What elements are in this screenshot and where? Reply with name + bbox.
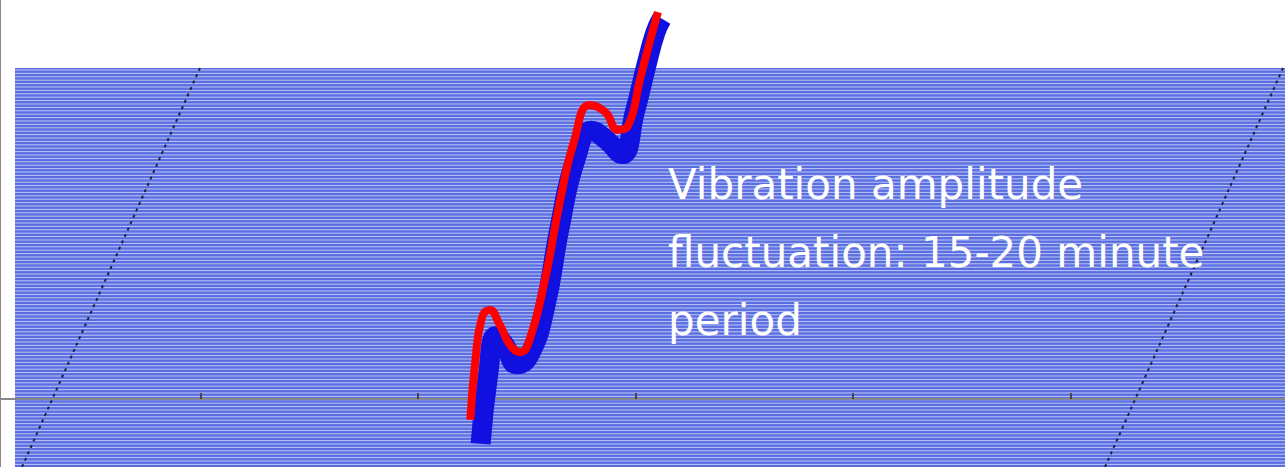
svg-text:Vibration amplitude: Vibration amplitude xyxy=(668,160,1097,209)
svg-text:period: period xyxy=(668,296,802,345)
svg-text:fluctuation: 15-20 minute: fluctuation: 15-20 minute xyxy=(668,228,1218,277)
